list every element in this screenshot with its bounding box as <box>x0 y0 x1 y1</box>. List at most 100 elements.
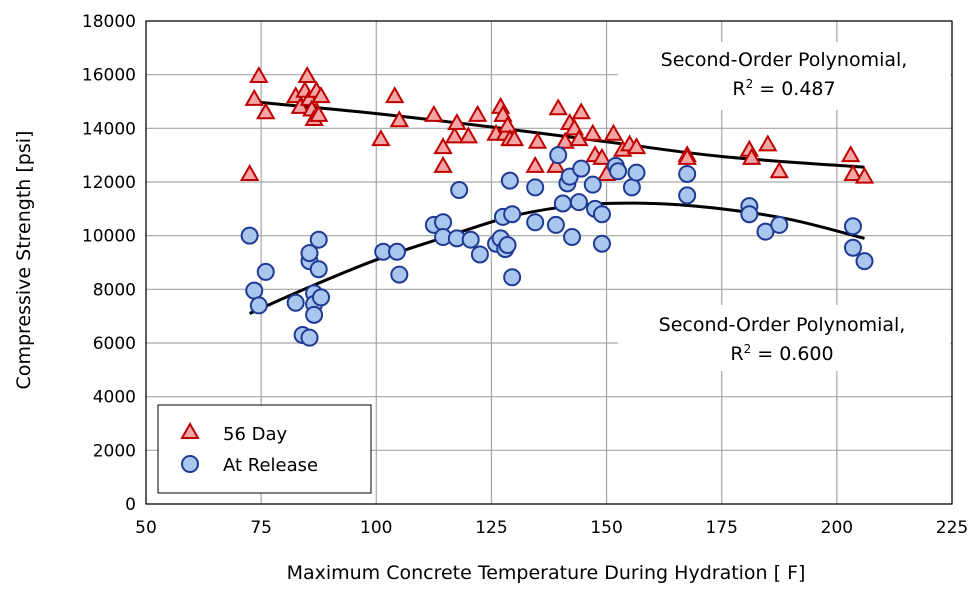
point-at-release <box>563 228 582 247</box>
y-axis-ticks: 0 2000 4000 6000 8000 10000 12000 14000 16000 180… <box>82 12 136 515</box>
point-56-day <box>311 86 331 104</box>
point-at-release <box>309 260 328 279</box>
point-at-release <box>300 328 319 347</box>
point-at-release <box>740 205 759 224</box>
point-56-day <box>583 123 603 141</box>
x-axis-title: Maximum Concrete Temperature During Hydr… <box>287 562 806 584</box>
annotation-56-day-r2: R2 = 0.487 <box>732 77 835 100</box>
point-at-release <box>549 146 568 165</box>
point-56-day <box>741 147 762 165</box>
point-at-release <box>627 163 646 182</box>
y-tick-label: 12000 <box>82 173 136 193</box>
point-at-release <box>503 205 522 224</box>
point-at-release <box>249 296 268 315</box>
point-at-release <box>526 213 545 232</box>
point-56-day <box>433 155 453 173</box>
point-at-release <box>609 162 628 181</box>
x-tick-label: 200 <box>821 518 853 538</box>
point-at-release <box>546 215 565 234</box>
point-at-release <box>388 242 407 261</box>
point-56-day <box>497 115 518 133</box>
point-56-day <box>626 137 647 155</box>
x-tick-label: 50 <box>135 518 157 538</box>
point-at-release <box>583 175 602 194</box>
point-56-day <box>525 155 545 173</box>
plot-area-frame <box>145 20 953 505</box>
x-axis-ticks: 50 75 100 125 150 175 200 225 <box>135 518 968 538</box>
x-tick-label: 175 <box>705 518 737 538</box>
point-at-release <box>390 265 409 284</box>
point-56-day <box>467 104 488 122</box>
point-56-day <box>854 166 875 184</box>
data-points <box>239 65 875 347</box>
point-at-release <box>240 226 259 245</box>
point-at-release <box>498 236 517 255</box>
annotation-56-day: Second-Order Polynomial, R2 = 0.487 <box>618 42 950 110</box>
point-56-day <box>555 131 575 149</box>
point-56-day <box>249 65 269 84</box>
point-56-day <box>840 145 861 163</box>
point-56-day <box>308 104 329 122</box>
point-at-release <box>572 159 591 178</box>
y-axis-title: Compressive Strength [psi] <box>13 131 35 390</box>
y-tick-label: 8000 <box>93 280 136 300</box>
y-tick-label: 6000 <box>93 334 136 354</box>
point-56-day <box>389 110 410 128</box>
y-tick-label: 14000 <box>82 119 136 139</box>
point-56-day <box>433 137 453 155</box>
point-at-release <box>305 305 324 324</box>
x-tick-label: 150 <box>590 518 622 538</box>
point-at-release <box>526 178 545 197</box>
point-at-release <box>300 244 319 263</box>
point-56-day <box>677 147 697 165</box>
x-tick-label: 125 <box>475 518 507 538</box>
annotation-at-release-r2: R2 = 0.600 <box>730 342 833 365</box>
point-56-day <box>546 155 566 173</box>
point-at-release <box>245 281 264 300</box>
y-tick-label: 4000 <box>93 388 136 408</box>
x-tick-label: 75 <box>250 518 272 538</box>
point-56-day <box>527 131 548 149</box>
point-at-release <box>461 230 480 249</box>
point-56-day <box>290 96 311 114</box>
point-at-release <box>569 193 588 212</box>
point-at-release <box>500 171 519 190</box>
x-tick-label: 100 <box>360 518 392 538</box>
point-at-release <box>434 213 453 232</box>
point-56-day <box>769 161 790 179</box>
point-at-release <box>592 205 611 224</box>
y-tick-label: 10000 <box>82 227 136 247</box>
point-56-day <box>603 123 624 141</box>
point-at-release <box>843 217 862 236</box>
point-56-day <box>548 98 568 116</box>
y-tick-label: 16000 <box>82 66 136 86</box>
point-56-day <box>371 129 391 147</box>
point-at-release <box>622 178 641 197</box>
point-56-day <box>504 129 525 147</box>
point-56-day <box>424 104 444 122</box>
point-56-day <box>592 147 612 165</box>
point-56-day <box>569 129 589 147</box>
point-at-release <box>770 215 789 234</box>
point-56-day <box>256 102 276 120</box>
point-at-release <box>256 262 275 281</box>
point-at-release <box>309 230 328 249</box>
legend-circle-icon <box>181 455 199 473</box>
y-tick-label: 2000 <box>93 441 136 461</box>
point-56-day <box>447 112 467 130</box>
point-56-day <box>239 163 260 181</box>
y-tick-label: 18000 <box>82 12 136 32</box>
point-56-day <box>384 86 405 104</box>
point-56-day <box>843 163 863 181</box>
point-at-release <box>592 234 611 253</box>
annotation-56-day-line1: Second-Order Polynomial, <box>661 49 908 71</box>
point-at-release <box>678 186 697 205</box>
legend: 56 Day At Release <box>157 404 372 494</box>
point-56-day <box>458 126 479 144</box>
point-at-release <box>312 288 331 307</box>
point-56-day <box>297 65 317 84</box>
legend-triangle-icon <box>180 421 200 439</box>
point-at-release <box>553 194 572 213</box>
point-at-release <box>678 164 697 183</box>
